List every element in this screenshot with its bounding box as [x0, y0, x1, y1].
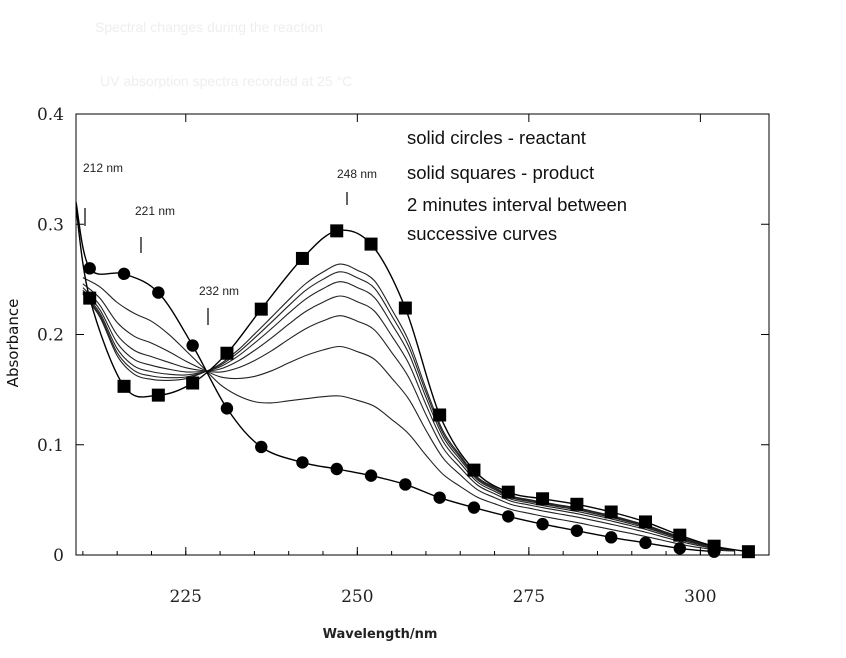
x-axis-label: Wavelength/nm [323, 627, 438, 642]
reactant-point [673, 542, 687, 555]
product-point [220, 346, 234, 360]
reactant-point [364, 469, 378, 482]
reactant-curve [75, 202, 715, 553]
product-point [254, 302, 268, 316]
reactant-point [220, 402, 234, 415]
x-tick-label: 275 [513, 587, 545, 607]
product-point [83, 291, 97, 305]
product-point [398, 301, 412, 315]
reactant-point [83, 262, 96, 275]
product-point [151, 388, 165, 402]
intermediate-curve [82, 277, 735, 552]
product-point [741, 545, 755, 559]
product-point [570, 497, 584, 511]
y-tick-label: 0.3 [37, 215, 64, 235]
reactant-point [536, 517, 549, 531]
product-point [467, 463, 481, 477]
product-point [295, 251, 309, 265]
reactant-point [296, 456, 309, 469]
wavelength-annotation: 221 nm [135, 204, 175, 218]
legend-line-3: 2 minutes interval between [407, 194, 627, 215]
reactant-point [433, 491, 446, 504]
faded-header-line-2: UV absorption spectra recorded at 25 °C [100, 73, 352, 89]
y-tick-label: 0.4 [37, 105, 64, 125]
y-tick-label: 0 [53, 546, 64, 566]
product-point [536, 492, 550, 506]
reactant-point [604, 531, 618, 544]
product-point [501, 485, 515, 499]
reactant-point [399, 478, 412, 491]
product-point [117, 379, 131, 393]
reactant-point [330, 462, 343, 476]
product-point [638, 515, 652, 529]
intermediate-curve [82, 287, 735, 551]
y-axis-label: Absorbance [4, 299, 22, 388]
x-tick-label: 300 [684, 587, 716, 607]
product-point [364, 237, 378, 251]
intermediate-curve [82, 289, 735, 551]
product-point [186, 376, 200, 390]
product-point [707, 539, 721, 553]
legend-line-4: successive curves [407, 223, 557, 244]
reactant-point [639, 536, 652, 550]
reactant-point [467, 501, 481, 514]
legend: solid circles - reactant solid squares -… [407, 127, 627, 244]
reactant-point [117, 267, 131, 281]
wavelength-annotation: 248 nm [337, 167, 377, 181]
intermediate-curve [82, 283, 735, 552]
product-point [433, 408, 447, 422]
legend-line-2: solid squares - product [407, 162, 594, 183]
reactant-point [570, 524, 584, 537]
faded-header: Spectral changes during the reaction UV … [95, 19, 352, 89]
reactant-point [502, 510, 515, 523]
reactant-point [152, 286, 165, 299]
wavelength-annotation: 232 nm [199, 284, 239, 298]
faded-header-line-1: Spectral changes during the reaction [95, 19, 323, 35]
product-point [604, 505, 618, 519]
product-point [330, 224, 344, 238]
intermediate-curve [82, 281, 735, 551]
product-point [673, 528, 687, 542]
intermediate-curve [82, 271, 735, 551]
legend-line-1: solid circles - reactant [407, 127, 586, 148]
x-tick-label: 250 [341, 587, 373, 607]
x-tick-label: 225 [170, 587, 202, 607]
y-tick-label: 0.1 [37, 436, 64, 456]
reactant-point [186, 339, 199, 352]
y-tick-label: 0.2 [37, 326, 64, 346]
wavelength-annotation: 212 nm [83, 161, 123, 175]
reactant-point [255, 440, 268, 454]
